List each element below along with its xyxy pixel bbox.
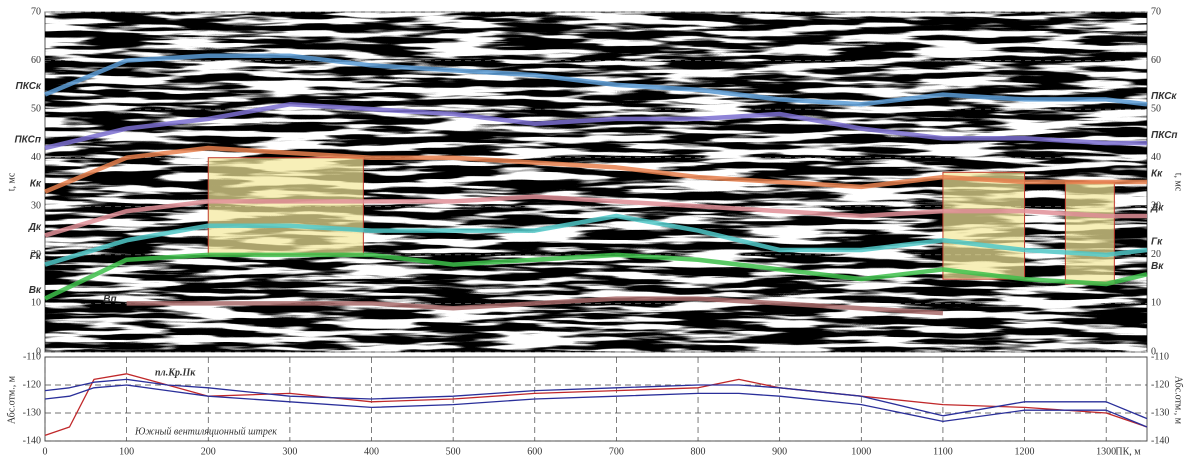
y-tick-label-right: 30	[1151, 201, 1161, 212]
y-tick-label: -110	[23, 351, 41, 362]
y-tick-label-right: -120	[1151, 379, 1169, 390]
x-tick-label: 700	[609, 446, 624, 457]
y-tick-label-right: 20	[1151, 249, 1161, 260]
y-tick-label: 70	[31, 6, 41, 17]
y-tick-label: 60	[31, 55, 41, 66]
x-tick-label: 800	[691, 446, 706, 457]
horizon-label: Вк	[29, 285, 42, 296]
series-annotation: пл.Кр.IIк	[155, 367, 196, 378]
horizon-line	[126, 296, 944, 316]
y-tick-label-right: 70	[1151, 6, 1161, 17]
x-tick-label: 400	[364, 446, 379, 457]
series-annotation: Южный вентиляционный штрек	[134, 426, 277, 437]
y-axis-title-right: t, мс	[1173, 173, 1184, 192]
x-tick-label: 900	[772, 446, 787, 457]
horizon-line	[44, 102, 1147, 151]
y-tick-label: 20	[31, 249, 41, 260]
y-tick-label-right: -130	[1151, 407, 1169, 418]
x-tick-label: 300	[282, 446, 297, 457]
y-axis-title: t, мс	[6, 172, 17, 191]
y-tick-label-right: 40	[1151, 152, 1161, 163]
x-tick-label: 1300	[1096, 446, 1116, 457]
horizon-label: Кк	[30, 178, 42, 189]
horizon-line	[44, 53, 1148, 107]
y-axis-title: Абс.отм., м	[6, 375, 17, 424]
horizon-label: Вп	[103, 294, 116, 305]
horizon-label-right: ПКСп	[1151, 130, 1178, 141]
profile-line	[44, 384, 1148, 428]
y-axis-title-right: Абс.отм., м	[1173, 376, 1184, 425]
y-tick-label-right: -140	[1151, 435, 1169, 446]
y-tick-label: 50	[31, 103, 41, 114]
anomaly-zone	[207, 157, 364, 256]
horizon-label-right: Кк	[1151, 169, 1163, 180]
horizon-label-right: Вк	[1151, 261, 1164, 272]
horizon-label-right: ПКСк	[1151, 91, 1177, 102]
y-tick-label: -140	[23, 435, 41, 446]
horizon-label-right: Дк	[1150, 203, 1164, 214]
anomaly-zone	[1064, 181, 1115, 285]
profile-line	[44, 378, 1148, 420]
horizon-line	[44, 252, 1148, 301]
y-tick-label-right: 10	[1151, 298, 1161, 309]
y-tick-label-right: 0	[1151, 346, 1156, 357]
x-tick-label: 200	[201, 446, 216, 457]
y-tick-label-right: 50	[1151, 103, 1161, 114]
x-axis-title: ПК, м	[1115, 446, 1141, 457]
y-tick-label: 30	[31, 201, 41, 212]
horizon-label: Дк	[28, 222, 42, 233]
y-tick-label: 0	[36, 346, 41, 357]
y-tick-label-right: -110	[1151, 351, 1169, 362]
horizon-label: Гк	[30, 251, 42, 262]
y-tick-label: -130	[23, 407, 41, 418]
x-tick-label: 500	[446, 446, 461, 457]
y-tick-label: -120	[23, 379, 41, 390]
profile-line	[44, 373, 1148, 437]
x-tick-label: 1000	[851, 446, 871, 457]
horizon-line	[44, 145, 1147, 194]
horizon-line	[44, 213, 1148, 267]
x-tick-label: 0	[43, 446, 48, 457]
y-tick-label: 40	[31, 152, 41, 163]
x-tick-label: 1200	[1015, 446, 1035, 457]
horizon-label: ПКСк	[16, 81, 42, 92]
horizon-label: ПКСп	[14, 135, 41, 146]
horizon-label-right: Гк	[1151, 237, 1163, 248]
y-tick-label-right: 60	[1151, 55, 1161, 66]
y-tick-label: 10	[31, 298, 41, 309]
x-tick-label: 1100	[933, 446, 953, 457]
x-tick-label: 600	[527, 446, 542, 457]
horizon-line	[44, 194, 1147, 238]
x-tick-label: 100	[119, 446, 134, 457]
anomaly-zone	[942, 171, 1026, 280]
